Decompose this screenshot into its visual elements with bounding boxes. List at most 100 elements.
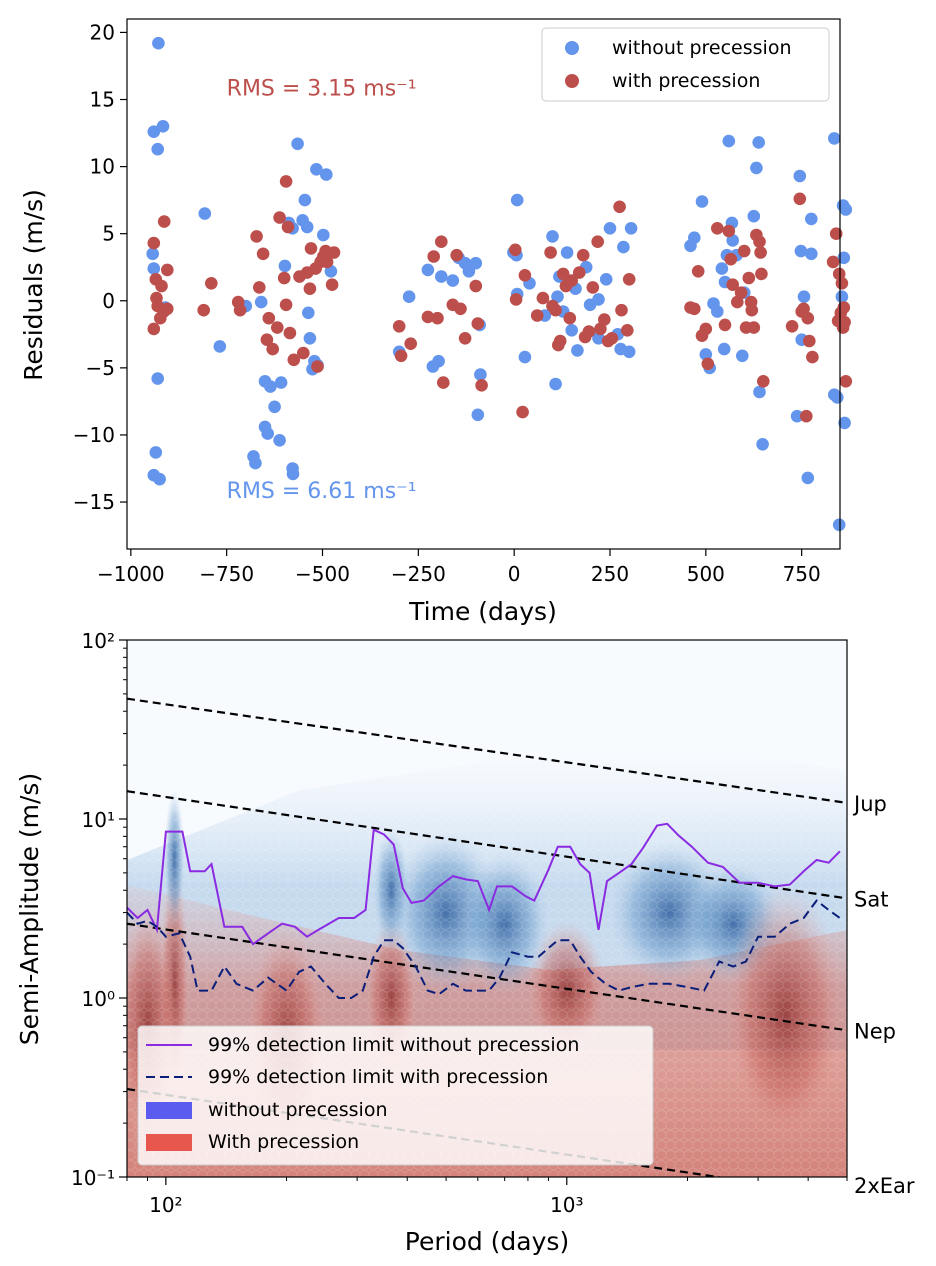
point-without-precession [146, 247, 159, 261]
point-without-precession [286, 462, 299, 475]
point-with-precession [530, 309, 544, 322]
point-with-precession [747, 321, 761, 334]
point-with-precession [273, 211, 286, 224]
point-without-precession [805, 212, 818, 226]
point-without-precession [603, 222, 617, 235]
point-with-precession [565, 274, 578, 287]
detection-limit-chart: 10² 10³ 10² 10¹ 10⁰ 10⁻¹ Jup Sat Nep 2xEar Peri… [15, 630, 915, 1256]
point-without-precession [273, 434, 286, 447]
point-without-precession [298, 193, 312, 207]
point-without-precession [839, 203, 853, 216]
point-without-precession [838, 416, 851, 430]
point-with-precession [147, 322, 161, 336]
planet-label-2xear: 2xEar [854, 1174, 915, 1198]
point-with-precession [262, 311, 276, 325]
point-with-precession [509, 243, 522, 257]
point-with-precession [394, 349, 408, 363]
detection-y-axis-label: Semi-Amplitude (m/s) [15, 773, 44, 1045]
point-with-precession [591, 235, 604, 248]
planet-label-sat: Sat [854, 887, 888, 911]
residuals-axes-frame [126, 18, 841, 550]
point-without-precession [752, 136, 765, 149]
y-tick-label: −15 [73, 490, 115, 514]
point-without-precession [717, 342, 731, 356]
point-with-precession [724, 252, 738, 266]
detection-limit-lines [127, 822, 841, 999]
legend-label-detection-without: 99% detection limit without precession [208, 1034, 579, 1056]
residuals-x-ticks: −1000 −750 −500 −250 0 250 500 750 [97, 549, 821, 586]
point-with-precession [800, 409, 813, 423]
point-without-precession [715, 262, 729, 275]
point-with-precession [753, 235, 766, 248]
detection-legend-frame [137, 1025, 654, 1166]
point-with-precession [737, 244, 751, 258]
point-without-precession [549, 377, 562, 391]
point-without-precession [622, 345, 636, 359]
point-without-precession [565, 324, 578, 337]
y-tick-label: −10 [73, 423, 115, 447]
point-with-precession [252, 281, 266, 294]
point-with-precession [431, 311, 444, 325]
point-with-precession [271, 321, 284, 334]
point-without-precession [560, 246, 574, 259]
point-without-precession [310, 163, 323, 176]
point-without-precession [510, 193, 524, 207]
detection-x-axis-label: Period (days) [405, 1227, 569, 1256]
point-without-precession [317, 228, 330, 242]
point-without-precession [291, 137, 304, 151]
rms-with-precession-annotation: RMS = 3.15 ms⁻¹ [227, 76, 417, 101]
y-tick-label: 0 [102, 289, 115, 313]
point-without-precession [402, 290, 416, 304]
point-without-precession [624, 222, 638, 235]
point-without-precession [805, 247, 818, 261]
point-without-precession [147, 262, 161, 275]
legend-label-detection-with: 99% detection limit with precession [208, 1066, 548, 1088]
point-without-precession [151, 372, 164, 385]
point-without-precession [695, 195, 709, 208]
x-tick-label: 10³ [550, 1193, 583, 1217]
point-without-precession [264, 380, 277, 393]
residuals-legend-frame [541, 27, 830, 102]
detection-axes-frame [126, 639, 848, 1178]
residuals-x-axis-label: Time (days) [408, 597, 557, 626]
reference-line-sat [127, 790, 847, 900]
x-tick-label: −750 [199, 562, 254, 586]
point-with-precession [260, 333, 274, 347]
x-tick-label: 500 [687, 562, 725, 586]
point-with-precession [755, 267, 768, 281]
point-without-precession [617, 240, 630, 254]
point-with-precession [205, 277, 218, 290]
planet-label-nep: Nep [854, 1019, 896, 1043]
y-tick-label: −5 [86, 356, 115, 380]
point-without-precession [793, 169, 807, 183]
point-with-precession [155, 279, 168, 293]
point-with-precession [563, 311, 577, 325]
point-with-precession [613, 200, 626, 214]
point-with-precession [266, 342, 280, 356]
point-with-precession [576, 248, 590, 262]
point-without-precession [198, 207, 212, 220]
point-with-precession [509, 293, 523, 306]
x-tick-label: 10² [149, 1193, 182, 1217]
planet-label-jup: Jup [852, 792, 887, 816]
legend-label-with-precession: with precession [612, 70, 760, 92]
rms-without-precession-annotation: RMS = 6.61 ms⁻¹ [227, 479, 417, 504]
point-without-precession [474, 368, 487, 381]
x-tick-label: −1000 [97, 562, 165, 586]
reference-line-nep [127, 922, 847, 1032]
detection-limit-without-precession-line [127, 822, 841, 946]
y-tick-label: 10² [82, 630, 115, 653]
point-with-precession [726, 278, 739, 292]
point-without-precession [801, 471, 815, 485]
point-with-precession [757, 375, 770, 388]
point-with-precession [711, 222, 724, 235]
x-tick-label: 0 [508, 562, 521, 586]
detection-x-ticks: 10² 10³ [126, 1177, 848, 1217]
point-with-precession [582, 325, 596, 338]
point-with-precession [803, 334, 816, 348]
point-without-precession [722, 134, 736, 148]
detection-limit-with-precession-line [127, 899, 841, 999]
point-without-precession [837, 251, 851, 265]
detection-y-ticks: 10² 10¹ 10⁰ 10⁻¹ [71, 630, 127, 1190]
point-with-precession [556, 267, 570, 281]
